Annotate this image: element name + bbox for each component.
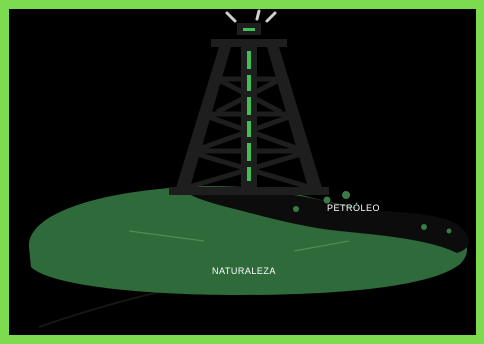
oil-derrick-icon <box>169 9 329 195</box>
droplet <box>293 206 299 212</box>
island-highlight-right <box>293 240 350 252</box>
oil-spill <box>184 188 470 253</box>
lamp-icon <box>225 9 277 23</box>
island-highlight-left <box>128 230 205 242</box>
oil-droplets <box>293 191 452 234</box>
droplet <box>342 191 350 199</box>
nature-label: NATURALEZA <box>212 266 276 276</box>
droplet <box>446 228 452 234</box>
oil-label: PETRÓLEO <box>327 203 380 213</box>
droplet <box>421 224 427 230</box>
droplet <box>323 196 331 204</box>
illustration-canvas: PETRÓLEO NATURALEZA <box>28 9 470 328</box>
